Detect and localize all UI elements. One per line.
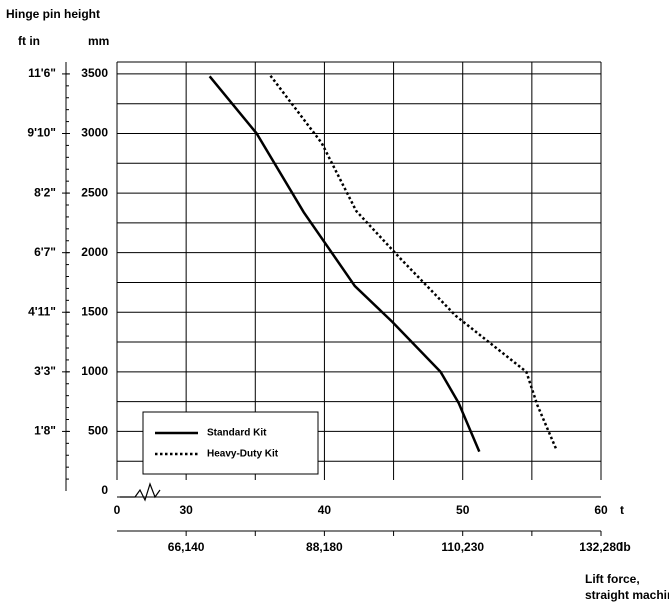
legend-label: Heavy-Duty Kit xyxy=(207,449,279,460)
y-axis-title: Hinge pin height xyxy=(6,7,100,21)
series-line xyxy=(269,74,558,451)
y2-tick-label: 11'6" xyxy=(28,66,56,80)
y-tick-label: 500 xyxy=(88,424,108,438)
y2-tick-label: 8'2" xyxy=(34,185,56,199)
y2-tick-label: 1'8" xyxy=(34,424,56,438)
series-line xyxy=(208,75,481,453)
x-unit: t xyxy=(620,503,624,517)
x-tick-label: 40 xyxy=(318,503,332,517)
legend-box xyxy=(142,411,319,475)
x-tick-label: 0 xyxy=(114,503,121,517)
axis-break xyxy=(120,482,161,502)
y-tick-label: 3000 xyxy=(81,126,108,140)
legend-label: Standard Kit xyxy=(207,428,267,439)
x2-tick-label: 66,140 xyxy=(168,540,205,554)
y2-unit: ft in xyxy=(18,34,40,48)
y-tick-label: 3500 xyxy=(81,66,108,80)
y2-tick-label: 6'7" xyxy=(34,245,56,259)
y-tick-label: 2000 xyxy=(81,245,108,259)
y2-tick-label: 3'3" xyxy=(34,364,56,378)
x-axis-title: straight machine xyxy=(585,588,669,602)
x-tick-label: 50 xyxy=(456,503,470,517)
y2-tick-label: 9'10" xyxy=(27,126,56,140)
x2-tick-label: 88,180 xyxy=(306,540,343,554)
y2-tick-label: 4'11" xyxy=(28,304,56,318)
x-tick-label: 60 xyxy=(594,503,608,517)
x2-tick-label: 110,230 xyxy=(441,540,484,554)
x2-tick-label: 132,280 xyxy=(579,540,623,554)
y-tick-label: 1500 xyxy=(81,304,108,318)
y-tick-label: 2500 xyxy=(81,185,108,199)
x2-unit: lb xyxy=(620,540,631,554)
x-axis-title: Lift force, xyxy=(585,572,640,586)
x-tick-label: 30 xyxy=(179,503,193,517)
y-unit: mm xyxy=(88,34,109,48)
y-tick-label: 1000 xyxy=(81,364,108,378)
y-tick-label: 0 xyxy=(101,483,108,497)
